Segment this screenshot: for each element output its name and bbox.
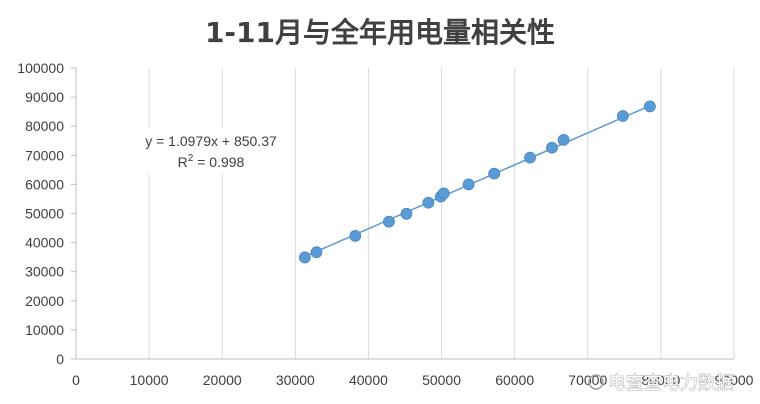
data-point — [644, 100, 656, 113]
x-tick-label: 10000 — [130, 372, 169, 388]
x-tick-label: 90000 — [715, 372, 754, 388]
x-tick-label: 70000 — [568, 372, 607, 388]
y-axis-tick-labels: 0 10000 20000 30000 40000 50000 60000 70000 8000… — [17, 60, 64, 367]
trendline-equation-label: y = 1.0979x + 850.37 R2 = 0.998 — [134, 128, 288, 174]
data-point — [546, 141, 558, 154]
y-tick-label: 60000 — [25, 176, 64, 192]
data-point — [616, 110, 629, 122]
data-point — [557, 133, 570, 146]
y-tick-label: 20000 — [25, 293, 64, 309]
data-point — [310, 246, 323, 259]
x-axis-tick-labels: 0 10000 20000 30000 40000 50000 60000 70000 8000… — [72, 372, 754, 388]
y-tick-label: 50000 — [25, 206, 64, 222]
watermark-text: 电查查电力数据 — [608, 373, 734, 394]
data-point — [383, 215, 395, 228]
data-point — [422, 196, 435, 209]
r-squared-label: R2 = 0.998 — [178, 153, 245, 170]
axes — [71, 67, 734, 360]
data-point — [488, 167, 501, 180]
data-point — [400, 207, 413, 220]
chart-title: 1-11月与全年用电量相关性 — [205, 16, 555, 49]
trendline — [304, 105, 651, 258]
data-point — [437, 187, 450, 200]
watermark: 电查查电力数据 — [588, 373, 734, 394]
data-point — [349, 230, 362, 242]
x-tick-label: 0 — [72, 372, 80, 388]
data-point — [462, 178, 475, 191]
x-tick-label: 60000 — [495, 372, 534, 388]
x-tick-label: 80000 — [641, 372, 680, 388]
equation-background — [134, 128, 288, 174]
watermark-icon — [588, 374, 604, 390]
y-tick-label: 90000 — [25, 89, 64, 105]
trendline-equation: y = 1.0979x + 850.37 — [145, 133, 277, 149]
y-tick-label: 70000 — [25, 147, 64, 163]
x-tick-label: 30000 — [276, 372, 315, 388]
y-tick-label: 80000 — [25, 118, 64, 134]
y-tick-label: 40000 — [25, 235, 64, 251]
y-tick-label: 100000 — [17, 60, 64, 76]
data-point — [298, 251, 311, 264]
y-tick-label: 10000 — [25, 322, 64, 338]
y-tick-label: 0 — [56, 351, 64, 367]
data-points — [298, 100, 656, 264]
trendline-layer — [304, 105, 651, 258]
x-tick-label: 40000 — [349, 372, 388, 388]
grid-lines — [148, 68, 735, 359]
x-tick-label: 20000 — [203, 372, 242, 388]
x-tick-label: 50000 — [422, 372, 461, 388]
data-point — [524, 151, 536, 164]
y-tick-label: 30000 — [25, 264, 64, 280]
